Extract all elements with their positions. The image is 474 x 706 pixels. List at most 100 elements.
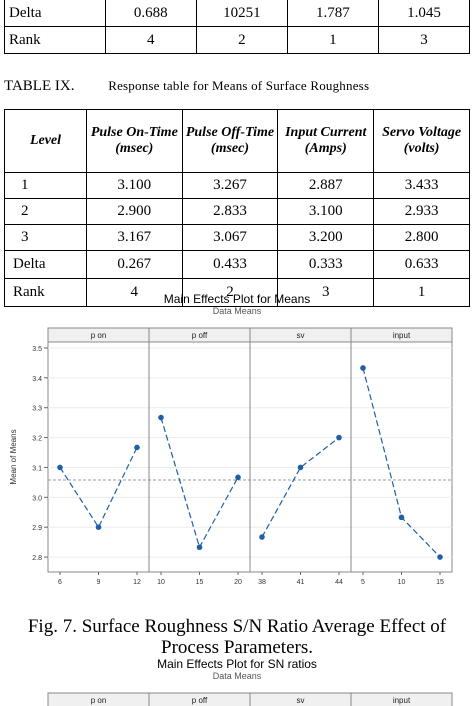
table-row: 2 2.900 2.833 3.100 2.933 (4, 198, 470, 225)
table-cell: 3.433 (373, 172, 470, 199)
column-header: Servo Voltage (volts) (373, 109, 470, 173)
panel-label: input (393, 696, 411, 705)
data-point (95, 524, 102, 530)
x-tick-label: 5 (361, 579, 365, 586)
x-tick-label: 41 (297, 579, 305, 586)
data-point (57, 464, 63, 471)
row-label: Delta (4, 250, 87, 279)
x-tick-label: 15 (436, 579, 444, 586)
data-point (134, 444, 140, 451)
row-label: 2 (4, 198, 87, 225)
column-header: Pulse On-Time (msec) (85, 109, 183, 173)
row-label: Rank (4, 278, 87, 307)
panel-label: p on (91, 696, 107, 705)
table-row: Delta 0.267 0.433 0.333 0.633 (4, 250, 470, 279)
y-tick-label: 2.9 (32, 525, 42, 532)
chart-title: Main Effects Plot for Means (163, 292, 311, 306)
table-row: 1 3.100 3.267 2.887 3.433 (4, 172, 470, 199)
row-label: 3 (4, 224, 87, 251)
column-header: Level (4, 109, 87, 173)
x-tick-label: 20 (234, 579, 242, 586)
x-tick-label: 6 (58, 579, 62, 586)
table-cell: 3 (277, 278, 375, 307)
table-cell: 1.787 (286, 0, 379, 27)
table-cell: 1 (373, 278, 470, 307)
table-cell: 1 (286, 26, 379, 54)
table-cell: 0.633 (373, 250, 470, 279)
panel-strip (350, 692, 453, 706)
table-row: Rank 4 2 3 1 (4, 278, 470, 307)
data-point (437, 554, 443, 560)
table-cell: 0.267 (85, 250, 183, 279)
panel-label: sv (297, 696, 305, 705)
y-tick-label: 3.1 (32, 465, 42, 472)
column-header: Pulse Off-Time (msec) (181, 109, 279, 173)
table-cell: 0.433 (181, 250, 279, 279)
table-cell: 3.167 (85, 224, 183, 251)
chart-subtitle: Data Means (212, 671, 262, 681)
y-tick-label: 3.0 (32, 495, 42, 502)
table-cell: 0.688 (104, 0, 197, 27)
table-cell: 4 (85, 278, 183, 307)
row-label: Delta (4, 0, 106, 27)
data-point (336, 434, 342, 441)
table-title: Response table for Means of Surface Roug… (108, 78, 370, 93)
panel-label: p off (192, 696, 208, 705)
y-tick-label: 3.2 (32, 436, 42, 443)
table-cell: 3.100 (85, 172, 183, 199)
table-cell: 2 (195, 26, 288, 54)
table-cell: 1.045 (377, 0, 471, 27)
y-tick-label: 3.4 (32, 376, 42, 383)
table-cell: 2.833 (181, 198, 279, 225)
table-caption: TABLE IX. Response table for Means of Su… (4, 78, 474, 95)
y-tick-label: 3.3 (32, 406, 42, 413)
data-point (235, 474, 241, 481)
table-row: 3 3.167 3.067 3.200 2.800 (4, 224, 470, 251)
table-cell: 4 (104, 26, 197, 54)
table-cell: 2.933 (373, 198, 470, 225)
response-table-means: Level Pulse On-Time (msec) Pulse Off-Tim… (4, 109, 470, 307)
table-cell: 3.100 (277, 198, 375, 225)
table-cell: 2.900 (85, 198, 183, 225)
table-cell: 3.067 (181, 224, 279, 251)
chart-title: Main Effects Plot for SN ratios (157, 657, 317, 671)
table-cell: 3.200 (277, 224, 375, 251)
table-cell: 3.267 (181, 172, 279, 199)
x-tick-label: 9 (97, 579, 101, 586)
panel-label: p off (192, 331, 208, 340)
x-tick-label: 15 (196, 579, 204, 586)
table-header-row: Level Pulse On-Time (msec) Pulse Off-Tim… (4, 109, 470, 173)
table-cell: 0.333 (277, 250, 375, 279)
table-cell: 2.887 (277, 172, 375, 199)
data-point (259, 534, 265, 540)
table-cell: 2.800 (373, 224, 470, 251)
x-tick-label: 10 (157, 579, 165, 586)
top-response-table: Delta 0.688 10251 1.787 1.045 Rank 4 2 1… (4, 0, 471, 54)
x-tick-label: 10 (398, 579, 406, 586)
data-point (398, 514, 405, 521)
y-axis-label: Mean of Means (9, 429, 18, 484)
data-point (158, 414, 164, 421)
x-tick-label: 12 (133, 579, 141, 586)
y-tick-label: 2.8 (32, 555, 42, 562)
chart-subtitle: Data Means (212, 306, 262, 316)
column-header: Input Current (Amps) (277, 109, 375, 173)
data-point (360, 365, 366, 371)
panel-label: p on (91, 331, 107, 340)
data-point (196, 544, 203, 551)
x-tick-label: 38 (258, 579, 266, 586)
y-tick-label: 3.5 (32, 346, 42, 353)
data-point (297, 464, 304, 471)
table-cell: 3 (377, 26, 471, 54)
series-line (261, 437, 340, 538)
panel-label: input (393, 331, 411, 340)
table-cell: 10251 (195, 0, 288, 27)
panel-label: sv (297, 331, 305, 340)
row-label: 1 (4, 172, 87, 199)
row-label: Rank (4, 26, 106, 54)
main-effects-sn-chart: p on p off sv input (47, 692, 453, 706)
series-line (59, 447, 138, 529)
main-effects-means-chart: 2.8 2.9 3.0 3.1 3.2 3.3 3.4 3.5 Mean of Means p o… (9, 327, 453, 586)
table-row: Rank 4 2 1 3 (4, 26, 471, 54)
table-row: Delta 0.688 10251 1.787 1.045 (4, 0, 471, 27)
